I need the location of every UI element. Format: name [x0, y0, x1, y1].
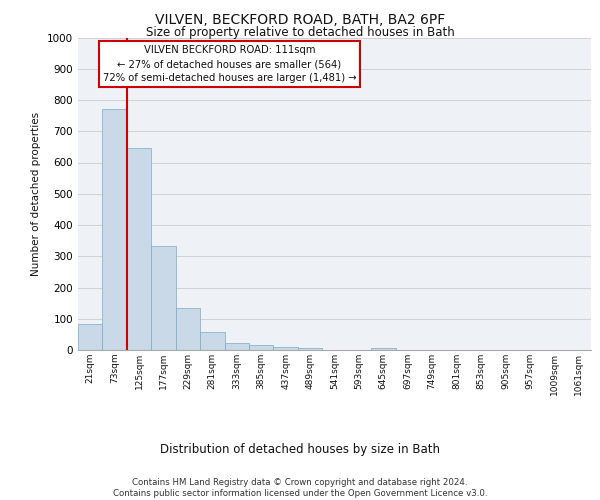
Text: Distribution of detached houses by size in Bath: Distribution of detached houses by size … — [160, 442, 440, 456]
Bar — [371, 348, 395, 350]
Bar — [127, 148, 151, 350]
Bar — [103, 110, 127, 350]
Bar — [176, 308, 200, 350]
Y-axis label: Number of detached properties: Number of detached properties — [31, 112, 41, 276]
Text: Size of property relative to detached houses in Bath: Size of property relative to detached ho… — [146, 26, 454, 39]
Text: VILVEN BECKFORD ROAD: 111sqm
← 27% of detached houses are smaller (564)
72% of s: VILVEN BECKFORD ROAD: 111sqm ← 27% of de… — [103, 46, 356, 84]
Bar — [224, 343, 249, 350]
Bar — [298, 348, 322, 350]
Bar — [200, 332, 224, 350]
Bar — [151, 246, 176, 350]
Bar — [78, 324, 103, 350]
Bar — [249, 344, 274, 350]
Text: VILVEN, BECKFORD ROAD, BATH, BA2 6PF: VILVEN, BECKFORD ROAD, BATH, BA2 6PF — [155, 13, 445, 27]
Text: Contains HM Land Registry data © Crown copyright and database right 2024.
Contai: Contains HM Land Registry data © Crown c… — [113, 478, 487, 498]
Bar — [274, 346, 298, 350]
